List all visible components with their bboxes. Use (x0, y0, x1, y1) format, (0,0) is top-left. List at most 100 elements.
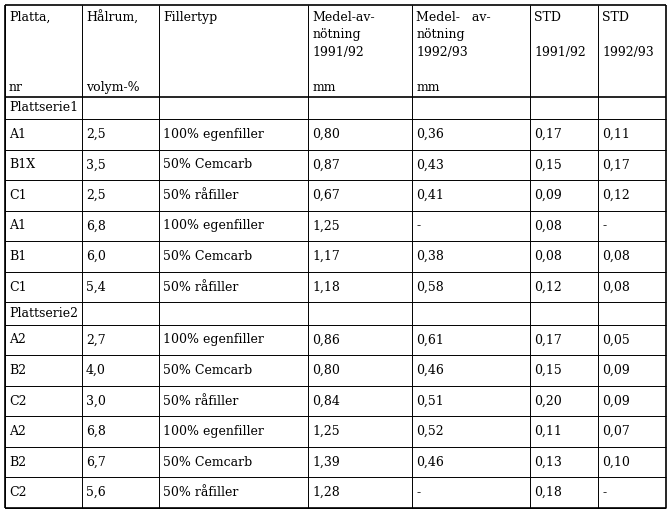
Text: 0,12: 0,12 (534, 281, 562, 293)
Text: 0,41: 0,41 (417, 189, 444, 202)
Text: 0,38: 0,38 (417, 250, 444, 263)
Text: 3,0: 3,0 (86, 394, 106, 408)
Text: 0,15: 0,15 (534, 364, 562, 377)
Text: 0,11: 0,11 (602, 128, 630, 141)
Text: 0,11: 0,11 (534, 425, 562, 438)
Text: 1,25: 1,25 (312, 425, 340, 438)
Text: 50% råfiller: 50% råfiller (163, 394, 238, 408)
Text: 0,17: 0,17 (602, 159, 630, 171)
Text: 0,09: 0,09 (602, 394, 630, 408)
Text: -: - (602, 220, 606, 232)
Text: 6,8: 6,8 (86, 425, 106, 438)
Text: 100% egenfiller: 100% egenfiller (163, 333, 264, 346)
Text: 0,08: 0,08 (534, 220, 562, 232)
Text: 1,28: 1,28 (312, 486, 340, 499)
Text: A1: A1 (9, 220, 26, 232)
Text: 0,20: 0,20 (534, 394, 562, 408)
Text: -: - (417, 486, 421, 499)
Text: Plattserie2: Plattserie2 (9, 307, 78, 320)
Text: STD: STD (534, 11, 561, 24)
Text: 0,61: 0,61 (417, 333, 444, 346)
Text: 0,52: 0,52 (417, 425, 444, 438)
Text: 5,6: 5,6 (86, 486, 106, 499)
Text: 1991/92: 1991/92 (534, 46, 586, 59)
Text: 50% Cemcarb: 50% Cemcarb (163, 456, 252, 469)
Text: 3,5: 3,5 (86, 159, 106, 171)
Text: 50% råfiller: 50% råfiller (163, 189, 238, 202)
Text: A2: A2 (9, 333, 26, 346)
Text: 0,17: 0,17 (534, 333, 562, 346)
Text: 0,58: 0,58 (417, 281, 444, 293)
Text: B1X: B1X (9, 159, 35, 171)
Text: C2: C2 (9, 486, 26, 499)
Text: 4,0: 4,0 (86, 364, 106, 377)
Text: 6,0: 6,0 (86, 250, 106, 263)
Text: 0,15: 0,15 (534, 159, 562, 171)
Text: 5,4: 5,4 (86, 281, 106, 293)
Text: 1,17: 1,17 (312, 250, 340, 263)
Text: Medel-av-: Medel-av- (312, 11, 375, 24)
Text: 0,08: 0,08 (602, 281, 630, 293)
Text: 0,08: 0,08 (602, 250, 630, 263)
Text: 0,80: 0,80 (312, 364, 340, 377)
Text: 100% egenfiller: 100% egenfiller (163, 128, 264, 141)
Text: 0,43: 0,43 (417, 159, 444, 171)
Text: Fillertyp: Fillertyp (163, 11, 217, 24)
Text: Platta,: Platta, (9, 11, 50, 24)
Text: 0,17: 0,17 (534, 128, 562, 141)
Text: volym-%: volym-% (86, 82, 140, 94)
Text: B2: B2 (9, 364, 26, 377)
Text: Plattserie1: Plattserie1 (9, 102, 78, 114)
Text: C1: C1 (9, 189, 27, 202)
Text: Hålrum,: Hålrum, (86, 10, 138, 25)
Text: 0,08: 0,08 (534, 250, 562, 263)
Text: 0,07: 0,07 (602, 425, 630, 438)
Text: A2: A2 (9, 425, 26, 438)
Text: 1992/93: 1992/93 (417, 46, 468, 59)
Text: 50% råfiller: 50% råfiller (163, 486, 238, 499)
Text: 0,67: 0,67 (312, 189, 340, 202)
Text: 0,18: 0,18 (534, 486, 562, 499)
Text: B2: B2 (9, 456, 26, 469)
Text: 0,87: 0,87 (312, 159, 340, 171)
Text: 0,51: 0,51 (417, 394, 444, 408)
Text: 1991/92: 1991/92 (312, 46, 364, 59)
Text: 50% Cemcarb: 50% Cemcarb (163, 250, 252, 263)
Text: 50% råfiller: 50% råfiller (163, 281, 238, 293)
Text: 1,18: 1,18 (312, 281, 340, 293)
Text: 0,80: 0,80 (312, 128, 340, 141)
Text: Medel-   av-: Medel- av- (417, 11, 491, 24)
Text: 0,05: 0,05 (602, 333, 630, 346)
Text: 100% egenfiller: 100% egenfiller (163, 425, 264, 438)
Text: 6,7: 6,7 (86, 456, 106, 469)
Text: C2: C2 (9, 394, 26, 408)
Text: nötning: nötning (312, 28, 361, 42)
Text: 0,46: 0,46 (417, 364, 444, 377)
Text: nr: nr (9, 82, 23, 94)
Text: 1992/93: 1992/93 (602, 46, 654, 59)
Text: 50% Cemcarb: 50% Cemcarb (163, 364, 252, 377)
Text: 0,36: 0,36 (417, 128, 444, 141)
Text: 1,39: 1,39 (312, 456, 340, 469)
Text: 2,5: 2,5 (86, 189, 105, 202)
Text: 0,86: 0,86 (312, 333, 340, 346)
Text: 0,84: 0,84 (312, 394, 340, 408)
Text: 0,10: 0,10 (602, 456, 630, 469)
Text: C1: C1 (9, 281, 27, 293)
Text: 2,5: 2,5 (86, 128, 105, 141)
Text: mm: mm (417, 82, 440, 94)
Text: 100% egenfiller: 100% egenfiller (163, 220, 264, 232)
Text: 0,46: 0,46 (417, 456, 444, 469)
Text: 6,8: 6,8 (86, 220, 106, 232)
Text: 2,7: 2,7 (86, 333, 105, 346)
Text: A1: A1 (9, 128, 26, 141)
Text: mm: mm (312, 82, 336, 94)
Text: 0,09: 0,09 (534, 189, 562, 202)
Text: 50% Cemcarb: 50% Cemcarb (163, 159, 252, 171)
Text: 0,09: 0,09 (602, 364, 630, 377)
Text: nötning: nötning (417, 28, 465, 42)
Text: -: - (602, 486, 606, 499)
Text: 0,12: 0,12 (602, 189, 630, 202)
Text: 1,25: 1,25 (312, 220, 340, 232)
Text: STD: STD (602, 11, 629, 24)
